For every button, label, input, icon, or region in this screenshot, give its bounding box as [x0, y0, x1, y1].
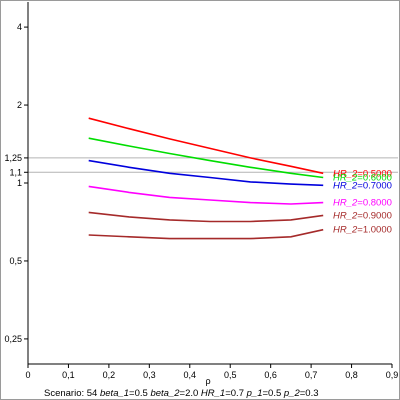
x-tick-label-8: 0,8 [345, 370, 358, 380]
x-tick-label-2: 0,2 [103, 370, 116, 380]
y-tick-label-2: 1 [17, 178, 22, 188]
x-tick-label-4: 0,4 [184, 370, 197, 380]
series-label-0: HR_2=0.5000 [333, 168, 392, 179]
x-axis-label: ρ [205, 376, 210, 386]
series-line-1 [88, 137, 324, 179]
series-label-4: HR_2=0.9000 [333, 210, 392, 221]
x-tick-label-7: 0,7 [305, 370, 318, 380]
series-line-3 [88, 185, 324, 205]
x-axis-ticks: 0 0,1 0,2 0,3 0,4 0,5 0,6 0,7 0,8 0,9 [25, 364, 398, 380]
series-label-1: HR_2=0.6000 [333, 173, 392, 184]
y-tick-label-4: 1,25 [4, 153, 22, 163]
y-tick-label-3: 1,1 [9, 167, 22, 177]
y-tick-label-0: 0,25 [4, 334, 22, 344]
y-tick-label-5: 2 [17, 100, 22, 110]
x-tick-label-3: 0,3 [143, 370, 156, 380]
series-label-5: HR_2=1.0000 [333, 225, 392, 236]
series-label-3: HR_2=0.8000 [333, 198, 392, 209]
x-tick-label-9: 0,9 [386, 370, 399, 380]
series-label-2: HR_2=0.7000 [333, 180, 392, 191]
x-tick-label-0: 0 [25, 370, 30, 380]
y-tick-label-6: 4 [17, 22, 22, 32]
y-axis-ticks: 0,25 0,5 11,1 1,25 2 4 [4, 22, 28, 344]
series-line-2 [88, 159, 324, 187]
series-lines [88, 117, 324, 240]
x-tick-label-6: 0,6 [264, 370, 277, 380]
reference-lines [28, 157, 398, 173]
series-line-4 [88, 211, 324, 223]
series-line-0 [88, 117, 324, 175]
x-tick-label-1: 0,1 [62, 370, 75, 380]
footer-caption: Scenario: 54 beta_1=0.5 beta_2=2.0 HR_1=… [44, 388, 319, 399]
y-tick-label-1: 0,5 [9, 256, 22, 266]
series-line-5 [88, 228, 324, 240]
x-tick-label-5: 0,5 [224, 370, 237, 380]
